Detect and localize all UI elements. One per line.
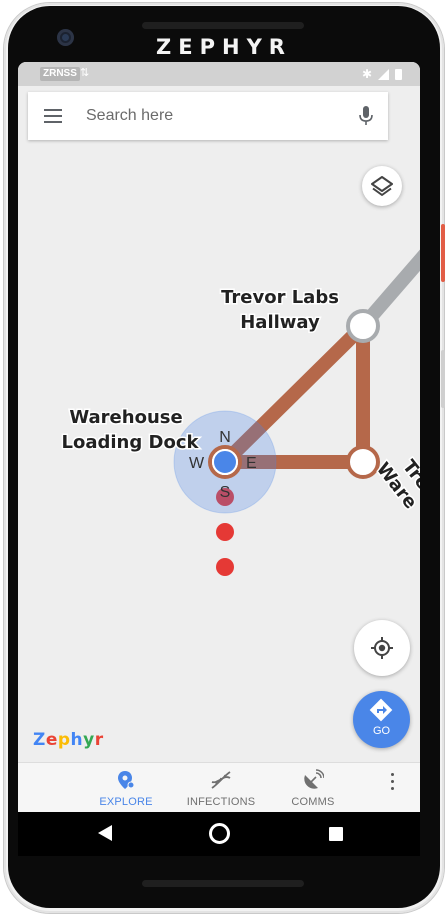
nav-label-infections: INFECTIONS: [186, 796, 256, 808]
layers-icon: [371, 176, 393, 196]
bluetooth-icon: ✱: [361, 67, 372, 81]
device-brand: ZEPHYR: [156, 35, 292, 59]
zephyr-logo: Zephyr: [33, 730, 104, 750]
system-navigation-bar: [18, 812, 420, 856]
station-warehouse[interactable]: [346, 445, 380, 479]
search-input[interactable]: [86, 92, 346, 140]
location-label-line2: Hallway: [240, 312, 320, 333]
location-label-line1: Warehouse: [69, 407, 182, 428]
station-trevor-labs-hallway[interactable]: [346, 309, 380, 343]
compass-south: S: [220, 484, 231, 501]
home-button[interactable]: [209, 823, 230, 844]
hamburger-menu-icon[interactable]: [44, 109, 62, 123]
directions-icon: [369, 698, 393, 722]
my-location-button[interactable]: [354, 620, 410, 676]
compass-north: N: [219, 429, 231, 446]
my-location-icon: [371, 637, 393, 659]
signal-icon: [378, 68, 389, 80]
nav-label-comms: COMMS: [291, 796, 335, 808]
power-button: [441, 224, 445, 282]
go-button[interactable]: GO: [353, 691, 410, 748]
infection-dot[interactable]: [216, 523, 234, 541]
battery-icon: [395, 68, 402, 80]
front-camera-icon: [57, 29, 74, 46]
nav-item-infections[interactable]: INFECTIONS: [179, 769, 263, 808]
carrier-label: ZRNSS: [40, 67, 80, 81]
map-pin-icon: [118, 771, 135, 789]
location-label-line1: Trevor Labs: [221, 287, 339, 308]
volume-button: [441, 350, 445, 408]
status-icons: ✱: [362, 67, 402, 81]
compass-east: E: [246, 455, 257, 472]
back-button[interactable]: [98, 825, 112, 841]
infection-dot[interactable]: [216, 488, 234, 506]
map-canvas[interactable]: N S E W Trevor Labs Hallway Warehouse Lo…: [18, 86, 420, 762]
more-vert-icon[interactable]: [389, 773, 395, 793]
data-transfer-icon: ⇅: [80, 67, 90, 79]
current-location-dot: [212, 449, 238, 475]
phone-screen: ZRNSS ⇅ ✱ N S E W Tre: [18, 62, 420, 812]
top-speaker: [142, 22, 304, 29]
nav-label-explore: EXPLORE: [99, 796, 153, 808]
go-label: GO: [372, 725, 391, 737]
microphone-icon[interactable]: [358, 105, 374, 127]
bottom-speaker: [142, 880, 304, 887]
location-label-line2: Loading Dock: [62, 432, 200, 453]
layers-button[interactable]: [362, 166, 402, 206]
dna-icon: [211, 771, 231, 789]
compass-west: W: [189, 455, 205, 472]
infection-dot[interactable]: [216, 558, 234, 576]
route-segment-dock-hallway: [218, 319, 370, 469]
recents-button[interactable]: [329, 827, 343, 841]
search-bar[interactable]: [28, 92, 388, 140]
bottom-navigation: EXPLORE INFECTIONS: [18, 762, 420, 812]
status-bar: ZRNSS ⇅ ✱: [18, 62, 420, 86]
nav-item-comms[interactable]: COMMS: [271, 769, 355, 808]
satellite-dish-icon: [304, 769, 324, 789]
nav-item-explore[interactable]: EXPLORE: [84, 769, 168, 808]
